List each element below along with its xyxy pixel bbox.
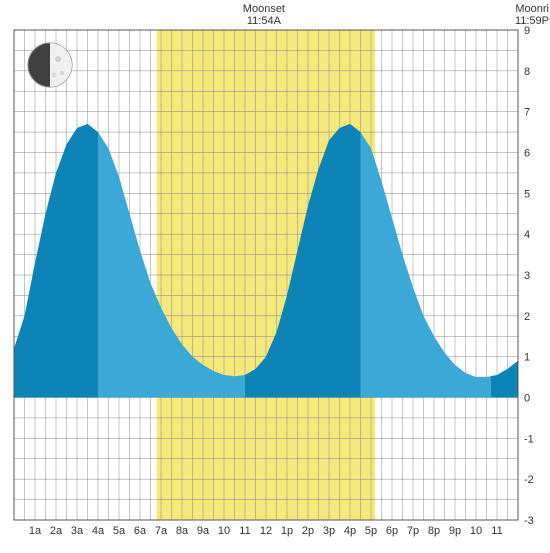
y-tick-label: -3 [524,515,534,527]
x-tick-label: 4a [92,525,105,537]
x-tick-label: 5p [365,525,377,537]
x-tick-label: 2a [50,525,63,537]
x-tick-label: 9a [197,525,210,537]
x-tick-label: 10 [470,525,482,537]
x-tick-label: 5a [113,525,126,537]
y-tick-label: 2 [524,311,530,323]
x-tick-label: 10 [218,525,230,537]
moonrise-label: Moonri [515,3,549,15]
x-tick-label: 7a [155,525,168,537]
x-tick-label: 8a [176,525,189,537]
x-tick-label: 11 [491,525,502,537]
y-tick-label: 4 [524,229,530,241]
x-tick-label: 8p [428,525,440,537]
x-tick-label: 3a [71,525,84,537]
y-tick-label: 1 [524,352,530,364]
x-tick-label: 6p [386,525,398,537]
x-tick-label: 6a [134,525,147,537]
y-tick-label: 3 [524,270,530,282]
x-tick-label: 1p [281,525,293,537]
x-tick-label: 2p [302,525,314,537]
y-tick-label: 7 [524,107,530,119]
x-tick-label: 3p [323,525,335,537]
moonrise-time: 11:59P [515,15,549,27]
y-tick-label: -1 [524,433,534,445]
y-tick-label: 8 [524,66,530,78]
moonset-label: Moonset [243,3,285,15]
x-tick-label: 11 [239,525,250,537]
chart-svg: -3-2-101234567891a2a3a4a5a6a7a8a9a101112… [0,0,550,550]
y-tick-label: 6 [524,148,530,160]
x-tick-label: 1a [29,525,42,537]
tide-chart: -3-2-101234567891a2a3a4a5a6a7a8a9a101112… [0,0,550,550]
moon-phase-icon [28,43,72,87]
x-tick-label: 7p [407,525,419,537]
moonset-time: 11:54A [247,15,282,27]
y-tick-label: 0 [524,393,530,405]
x-tick-label: 12 [260,525,272,537]
x-tick-label: 9p [449,525,461,537]
x-tick-label: 4p [344,525,356,537]
y-tick-label: 5 [524,188,530,200]
y-tick-label: -2 [524,474,534,486]
